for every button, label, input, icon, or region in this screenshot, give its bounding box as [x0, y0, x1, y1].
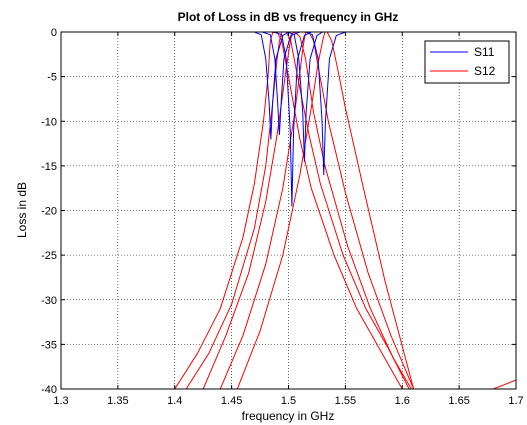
y-tick-label: -40	[41, 384, 57, 396]
legend-label-s11: S11	[474, 45, 495, 59]
grid	[61, 32, 516, 389]
y-tick-label: -15	[41, 161, 57, 173]
x-axis-label: frequency in GHz	[242, 409, 335, 423]
axis-ticks	[60, 31, 517, 390]
series-s12-curve-4	[219, 32, 415, 389]
x-tick-label: 1.45	[221, 395, 242, 407]
x-tick-label: 1.7	[508, 395, 523, 407]
legend-box	[424, 40, 510, 84]
series-s11-curve-5	[61, 32, 516, 176]
series-s12-curve-6	[493, 379, 516, 389]
y-tick-label: -25	[41, 250, 57, 262]
y-tick-label: -30	[41, 295, 57, 307]
legend: S11 S12	[424, 40, 510, 84]
x-tick-label: 1.3	[53, 395, 68, 407]
y-tick-label: -20	[41, 206, 57, 218]
series-s12-curve-5	[236, 32, 415, 389]
x-tick-label: 1.4	[167, 395, 182, 407]
chart-title: Plot of Loss in dB vs frequency in GHz	[178, 10, 399, 24]
y-tick-labels: 0 -5 -10 -15 -20 -25 -30 -35 -40	[41, 27, 57, 396]
x-tick-labels: 1.3 1.35 1.4 1.45 1.5 1.55 1.6 1.65 1.7	[53, 395, 523, 407]
y-tick-label: -35	[41, 339, 57, 351]
series-s12-curve-2	[185, 32, 410, 389]
x-tick-label: 1.6	[395, 395, 410, 407]
series-s11-curve-1	[61, 32, 516, 140]
x-tick-label: 1.55	[335, 395, 356, 407]
y-tick-label: -5	[47, 72, 57, 84]
x-tick-label: 1.35	[107, 395, 128, 407]
y-tick-label: 0	[51, 27, 57, 39]
series-layer	[61, 32, 516, 389]
legend-label-s12: S12	[474, 64, 496, 78]
series-s11-curve-3	[61, 32, 516, 207]
x-tick-label: 1.65	[448, 395, 469, 407]
series-s12-curve-3	[202, 32, 412, 389]
y-tick-label: -10	[41, 116, 57, 128]
y-axis-label: Loss in dB	[15, 182, 29, 238]
x-tick-label: 1.5	[281, 395, 296, 407]
series-s11-curve-4	[61, 32, 516, 162]
